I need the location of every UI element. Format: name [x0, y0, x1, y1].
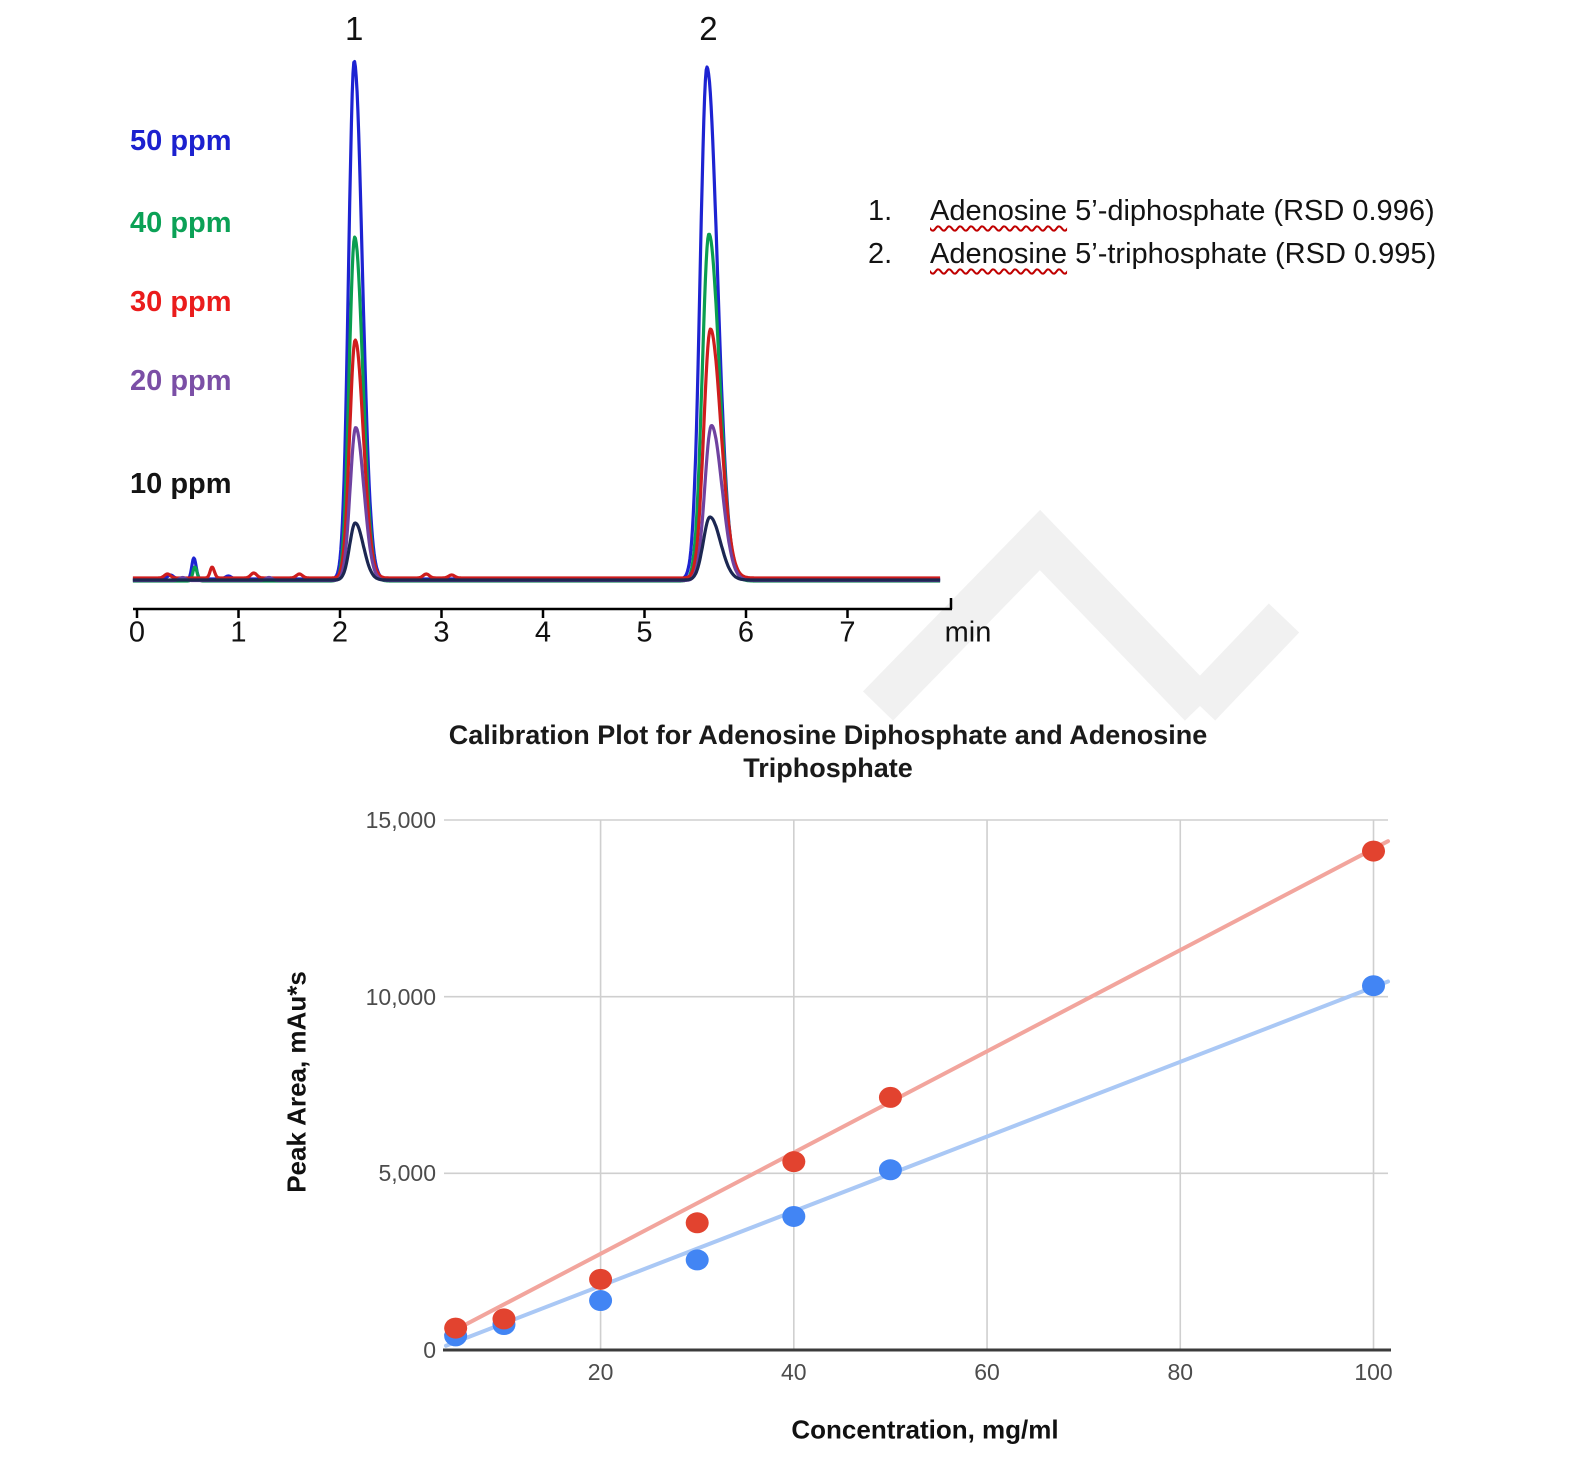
legend-item-1: 1. Adenosine 5’-diphosphate (RSD 0.996) [868, 195, 1436, 228]
data-point-red-series [492, 1308, 516, 1330]
concentration-label-40-ppm: 40 ppm [130, 207, 232, 239]
data-point-blue-series [1362, 975, 1386, 997]
peak-marker-1: 1 [345, 10, 364, 47]
data-point-red-series [444, 1317, 468, 1339]
calibration-x-axis-title: Concentration, mg/ml [791, 1414, 1059, 1445]
calibration-x-tick-100: 100 [1354, 1359, 1393, 1385]
calibration-x-tick-60: 60 [974, 1359, 1000, 1385]
calibration-y-tick-0: 0 [423, 1337, 436, 1363]
calibration-chart-title: Calibration Plot for Adenosine Diphospha… [300, 719, 1356, 785]
concentration-label-10-ppm: 10 ppm [130, 468, 232, 500]
chromatogram-trace-50-ppm [132, 59, 941, 581]
time-axis-tick-label: 7 [839, 616, 856, 649]
legend-compound-name: Adenosine [930, 195, 1068, 227]
time-axis-tick-label: 4 [534, 616, 552, 649]
legend-text: Adenosine 5’-diphosphate (RSD 0.996) [930, 195, 1435, 227]
chromatogram-trace-30-ppm [132, 327, 941, 580]
chromatogram-trace-40-ppm [132, 232, 941, 583]
time-axis-tick-label: 5 [636, 616, 653, 649]
legend-index: 2. [868, 238, 893, 270]
time-axis-unit-label: min [944, 616, 992, 649]
data-point-red-series [878, 1086, 902, 1108]
calibration-title-line2: Triphosphate [743, 753, 913, 783]
data-point-red-series [685, 1212, 709, 1234]
data-point-red-series [1362, 840, 1386, 862]
calibration-y-tick-15000: 15,000 [365, 807, 436, 833]
time-axis-tick-label: 2 [331, 616, 349, 649]
trendline-red-series [444, 839, 1390, 1337]
concentration-label-50-ppm: 50 ppm [130, 125, 232, 157]
chromatogram-trace-10-ppm [132, 515, 941, 582]
trendline-blue-series [444, 979, 1390, 1348]
data-point-blue-series [589, 1290, 613, 1312]
data-point-blue-series [685, 1249, 709, 1271]
data-point-blue-series [782, 1205, 806, 1227]
legend-text: Adenosine 5’-triphosphate (RSD 0.995) [930, 238, 1437, 270]
time-axis-tick-label: 6 [737, 616, 755, 649]
peak-marker-2: 2 [699, 10, 718, 47]
calibration-y-tick-5000: 5,000 [378, 1160, 436, 1187]
calibration-x-tick-40: 40 [781, 1359, 807, 1385]
calibration-x-tick-20: 20 [587, 1359, 614, 1385]
calibration-title-line1: Calibration Plot for Adenosine Diphospha… [448, 720, 1208, 750]
peak-legend: 1. Adenosine 5’-diphosphate (RSD 0.996) 2.… [868, 195, 1436, 281]
legend-compound-name: Adenosine [930, 238, 1068, 270]
data-point-red-series [589, 1268, 613, 1290]
calibration-y-axis-title: Peak Area, mAu*s [281, 971, 312, 1193]
data-point-blue-series [878, 1159, 902, 1181]
time-axis-tick-label: 1 [230, 616, 247, 649]
concentration-label-30-ppm: 30 ppm [130, 286, 232, 318]
calibration-y-tick-10000: 10,000 [365, 983, 436, 1010]
concentration-label-20-ppm: 20 ppm [130, 365, 232, 397]
chromatogram-trace-20-ppm [132, 424, 941, 583]
legend-index: 1. [868, 195, 893, 227]
time-axis-tick-label: 0 [128, 616, 146, 649]
legend-item-2: 2. Adenosine 5’-triphosphate (RSD 0.995) [868, 238, 1436, 271]
data-point-red-series [782, 1151, 806, 1173]
calibration-x-tick-80: 80 [1167, 1359, 1194, 1385]
background-watermark [862, 509, 1300, 721]
time-axis-tick-label: 3 [433, 616, 450, 649]
